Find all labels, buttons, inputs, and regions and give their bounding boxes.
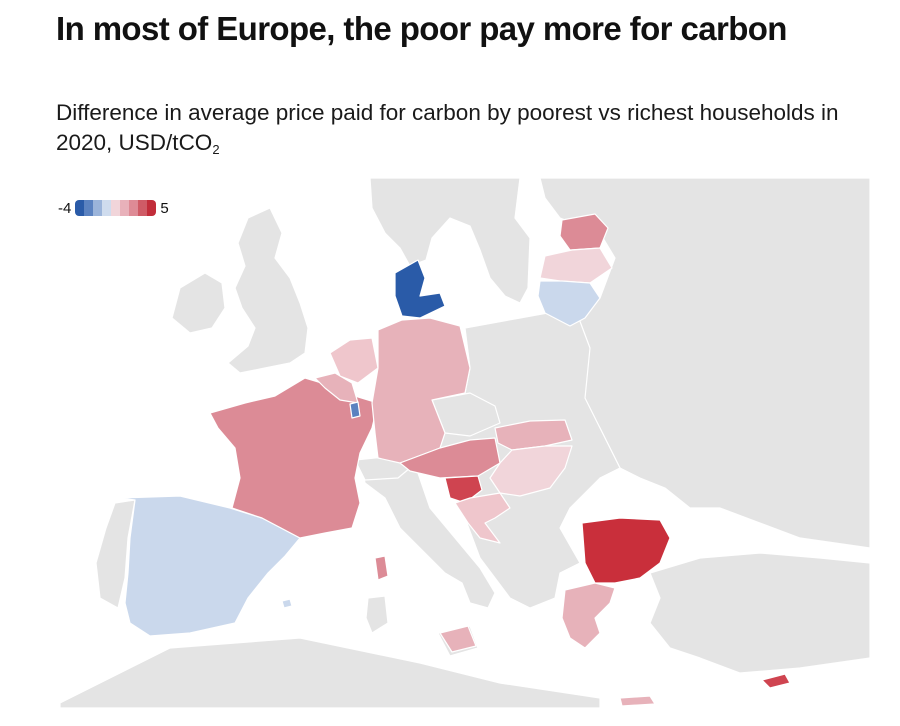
legend-swatch <box>93 200 103 216</box>
page-title: In most of Europe, the poor pay more for… <box>56 10 787 47</box>
legend-swatch <box>129 200 139 216</box>
subtitle-subscript: 2 <box>212 142 220 157</box>
legend-swatch <box>138 200 148 216</box>
country-sicily[interactable] <box>439 625 477 653</box>
land-sardinia <box>365 595 389 634</box>
country-greece[interactable] <box>561 582 616 649</box>
land-italy <box>359 457 496 609</box>
country-malta[interactable] <box>281 598 293 609</box>
country-slovenia[interactable] <box>444 475 483 504</box>
country-cyprus[interactable] <box>761 673 791 689</box>
legend-swatches <box>75 200 157 216</box>
legend-min-label: -4 <box>58 199 72 217</box>
country-germany[interactable] <box>371 317 471 464</box>
legend-swatch <box>147 200 157 216</box>
country-latvia[interactable] <box>539 247 613 284</box>
europe-map <box>59 178 870 708</box>
country-bulgaria[interactable] <box>581 517 671 584</box>
legend-swatch <box>111 200 121 216</box>
land-ireland <box>171 272 226 334</box>
legend-swatch <box>84 200 94 216</box>
land-turkey <box>649 552 870 674</box>
country-croatia[interactable] <box>454 492 511 544</box>
land-portugal <box>95 499 136 609</box>
land-scandinavia <box>369 178 531 304</box>
legend-swatch <box>102 200 112 216</box>
country-lithuania[interactable] <box>537 280 601 327</box>
country-slovakia[interactable] <box>494 419 573 451</box>
land-north-africa <box>59 637 601 708</box>
legend-max-label: 5 <box>160 199 169 217</box>
country-france[interactable] <box>209 377 379 539</box>
subtitle-text: Difference in average price paid for car… <box>56 100 839 155</box>
legend-swatch <box>120 200 130 216</box>
legend-swatch <box>75 200 85 216</box>
country-crete[interactable] <box>619 695 656 707</box>
country-corsica[interactable] <box>374 555 389 581</box>
country-estonia[interactable] <box>559 213 609 251</box>
color-legend: -4 5 <box>58 199 169 217</box>
land-britain <box>227 207 309 374</box>
country-luxembourg[interactable] <box>349 401 361 419</box>
country-denmark[interactable] <box>394 259 446 319</box>
country-hungary[interactable] <box>489 445 573 497</box>
subtitle: Difference in average price paid for car… <box>56 98 856 158</box>
